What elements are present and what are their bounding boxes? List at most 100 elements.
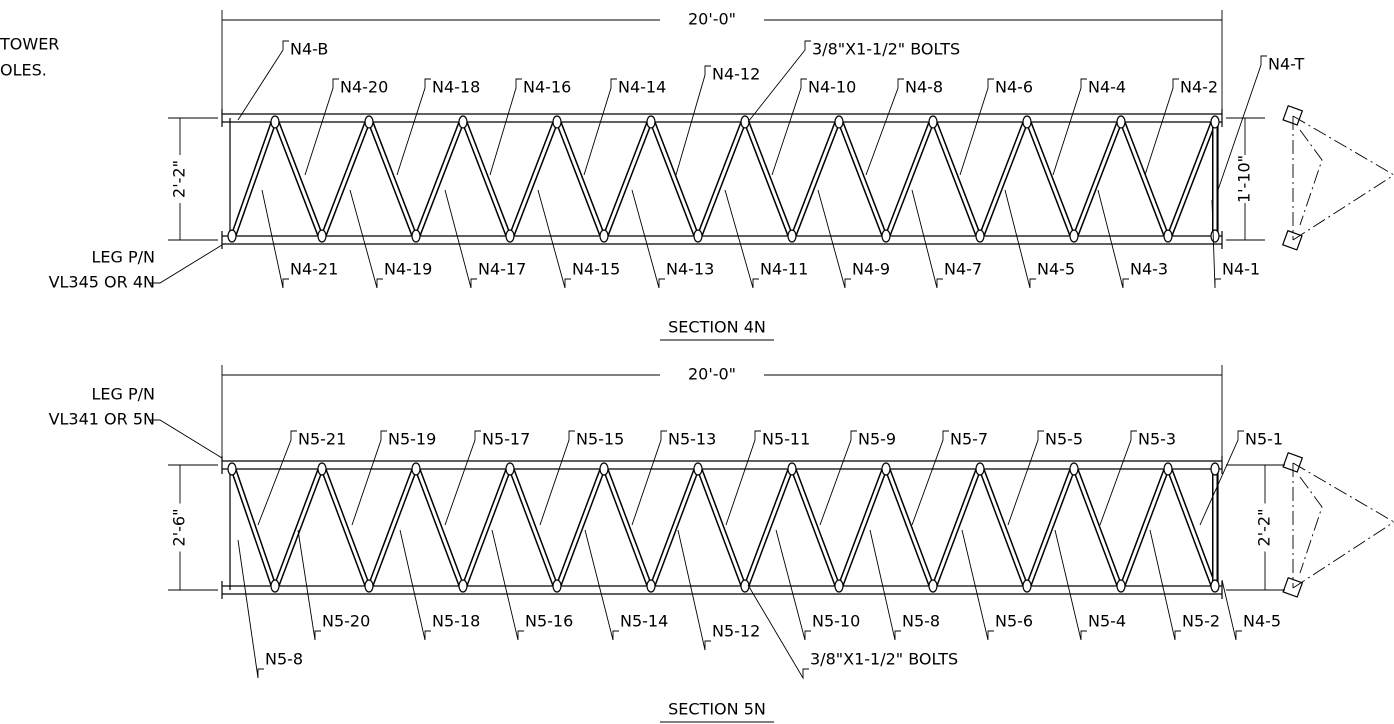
leader [819,430,857,526]
diagonal [931,464,982,591]
leg-label: VL341 OR 5N [49,410,155,429]
bolt-node [411,462,421,476]
note-line: OLES. [0,61,47,80]
bolt-node [740,579,750,593]
leader [491,529,524,641]
height-dim: 2'-2" [1255,509,1274,547]
diagonal [1025,464,1076,591]
diagonal [884,117,935,241]
bolt-node [458,115,468,129]
bolt-node [1210,579,1220,593]
bolt-node [552,115,562,129]
bolt-node [599,229,609,243]
member-label: N5-8 [265,650,303,669]
diagonal [273,464,324,591]
leader [817,189,851,289]
diagonal [1072,117,1123,241]
member-label: N4-18 [432,78,480,97]
dim-gap [1255,503,1275,552]
bolt-node [552,579,562,593]
leader [865,78,904,176]
bolt-node [227,229,237,243]
diagonal [461,117,512,241]
leader [1054,529,1087,641]
leader [304,78,339,176]
member-label: N5-12 [712,622,760,641]
diagonal [273,117,324,241]
leader [537,189,571,289]
leader [747,584,809,680]
member-label: N5-3 [1138,430,1176,449]
member-label: N4-4 [1088,78,1126,97]
leader [237,539,264,679]
member-label: N5-20 [322,612,370,631]
dim-gap [660,365,764,385]
diagonal [649,117,700,241]
leader [257,430,297,526]
bolt-node [881,462,891,476]
diagonal [320,464,371,591]
leg-label: LEG P/N [91,385,155,404]
member-label: N4-14 [618,78,666,97]
bolt-node [740,115,750,129]
leader [959,78,994,176]
member-label: N5-1 [1245,430,1283,449]
leader [1211,199,1221,289]
diagonal [931,117,982,241]
member-label: N5-21 [298,430,346,449]
leader [911,430,949,526]
diagonal [320,117,371,241]
member-label: N5-4 [1088,612,1126,631]
bolt-node [975,462,985,476]
member-label: N5-14 [620,612,668,631]
bolt-node [1022,579,1032,593]
member-label: N4-7 [944,260,982,279]
member-label: N5-2 [1182,612,1220,631]
bolt-node [1069,462,1079,476]
leader [1199,430,1244,526]
diagonal [602,117,653,241]
diagonal [602,464,653,591]
member-label: N5-6 [995,612,1033,631]
diagonal [1119,117,1170,241]
leader [1144,78,1179,176]
member-label: N4-13 [666,260,714,279]
member-label: N5-16 [525,612,573,631]
leader [150,419,223,459]
diagonal [696,117,747,241]
diagonal [978,117,1029,241]
diagonal [555,464,606,591]
diagonal [743,117,794,241]
diagonal [790,464,841,591]
member-label: N4-10 [808,78,856,97]
bolt-node [1210,462,1220,476]
leader [261,189,289,289]
diagonal [367,117,418,241]
member-label: N5-18 [432,612,480,631]
bolt-node [646,115,656,129]
bolt-node [364,115,374,129]
bolt-node [270,115,280,129]
leader [1007,430,1044,526]
member-label: N4-20 [340,78,388,97]
leader [489,78,522,176]
member-label: N5-11 [762,430,810,449]
diagonal [1166,117,1217,241]
leader [631,430,667,526]
member-label: N4-15 [572,260,620,279]
diagonal [508,464,559,591]
bolt-node [227,462,237,476]
member-label: N4-8 [905,78,943,97]
diagonal [414,464,465,591]
bolt-node [270,579,280,593]
leader [1052,78,1087,176]
bolt-node [1210,115,1220,129]
leader [297,529,321,641]
bolt-node [505,462,515,476]
member-label: N4-1 [1222,260,1260,279]
diagonal [649,464,700,591]
height-dim: 2'-2" [170,160,189,198]
bolt-node [364,579,374,593]
diagonal [230,464,277,591]
